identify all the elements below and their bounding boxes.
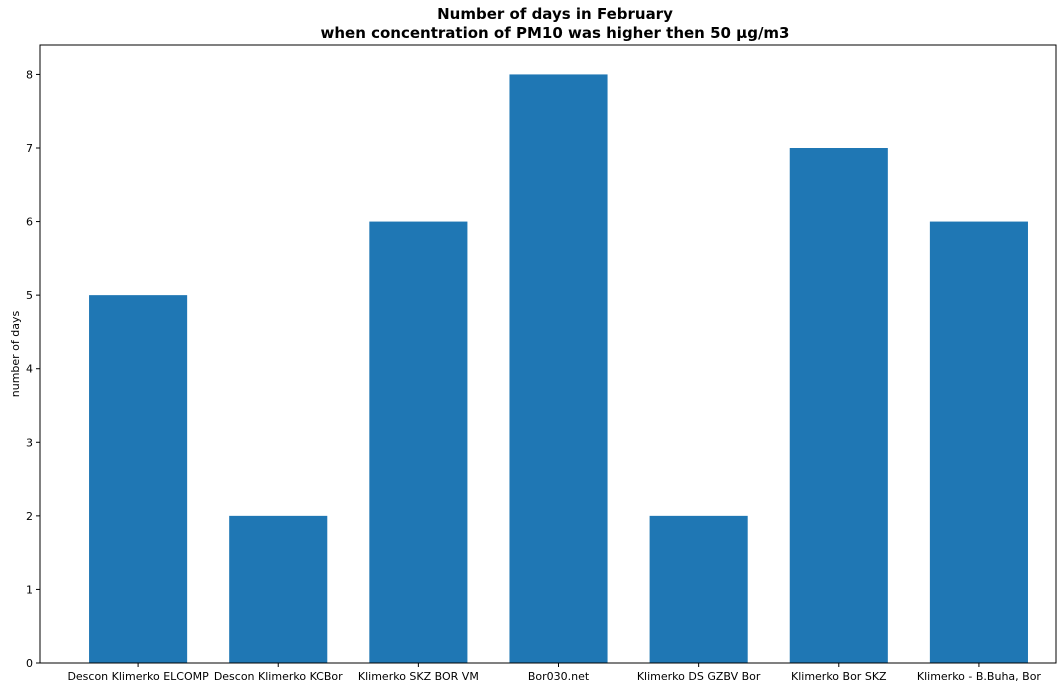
bar-6	[929, 221, 1028, 664]
y-tick-label-8: 8	[26, 68, 33, 81]
y-axis-label: number of days	[9, 310, 22, 397]
x-tick-label-4: Klimerko DS GZBV Bor	[637, 670, 761, 683]
bar-4	[649, 515, 748, 663]
bars-layer	[89, 74, 1028, 664]
chart-title-line-1: Number of days in February	[437, 5, 673, 23]
x-tick-label-6: Klimerko - B.Buha, Bor	[917, 670, 1042, 683]
x-tick-label-0: Descon Klimerko ELCOMP	[67, 670, 209, 683]
plot-frame	[39, 44, 1057, 664]
y-tick-label-1: 1	[26, 583, 33, 596]
x-tick-label-2: Klimerko SKZ BOR VM	[358, 670, 479, 683]
y-tick-label-3: 3	[26, 436, 33, 449]
y-ticks: 0 1 2 3 4 5 6 7 8	[26, 68, 40, 670]
bar-1	[229, 515, 328, 663]
bar-3	[509, 74, 608, 663]
y-tick-label-2: 2	[26, 510, 33, 523]
bar-0	[89, 295, 188, 663]
y-tick-label-5: 5	[26, 289, 33, 302]
x-tick-label-3: Bor030.net	[528, 670, 590, 683]
x-tick-label-1: Descon Klimerko KCBor	[214, 670, 343, 683]
chart-title-line-2: when concentration of PM10 was higher th…	[320, 24, 789, 42]
y-tick-label-4: 4	[26, 363, 33, 376]
y-tick-label-7: 7	[26, 142, 33, 155]
y-tick-label-6: 6	[26, 216, 33, 229]
x-ticks: Descon Klimerko ELCOMP Descon Klimerko KC…	[67, 663, 1041, 683]
bar-5	[789, 148, 888, 663]
bar-2	[369, 221, 468, 664]
y-tick-label-0: 0	[26, 657, 33, 670]
x-tick-label-5: Klimerko Bor SKZ	[791, 670, 887, 683]
